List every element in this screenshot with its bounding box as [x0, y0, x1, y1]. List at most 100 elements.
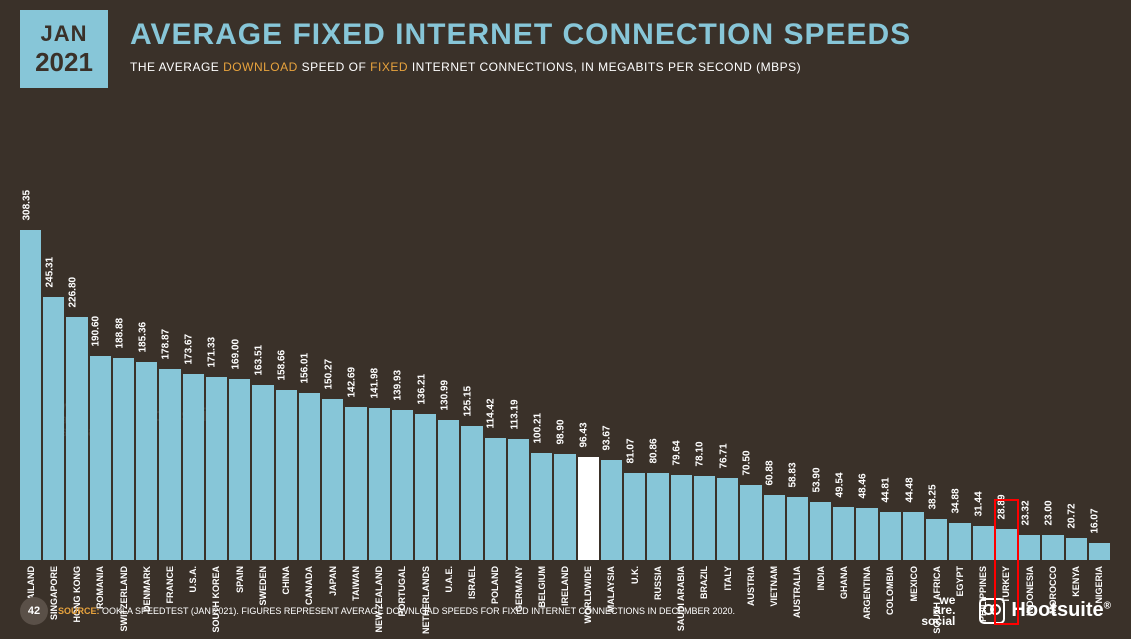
bar-col: 173.67U.S.A. — [183, 374, 204, 560]
bar-col: 16.07NIGERIA — [1089, 543, 1110, 560]
bar: 100.21 — [531, 453, 552, 560]
bar-label: JAPAN — [328, 560, 338, 596]
bar-value: 16.07 — [1090, 508, 1101, 533]
bar-col: 156.01CANADA — [299, 393, 320, 560]
bar-col: 113.19GERMANY — [508, 439, 529, 560]
bar-col: 141.98NEW ZEALAND — [369, 408, 390, 560]
bar-value: 139.93 — [393, 370, 404, 401]
bar: 114.42 — [485, 438, 506, 560]
date-badge: JAN 2021 — [20, 10, 108, 88]
bar: 130.99 — [438, 420, 459, 560]
bar: 76.71 — [717, 478, 738, 560]
source-body: OOKLA SPEEDTEST (JAN 2021). FIGURES REPR… — [100, 606, 735, 616]
bar: 173.67 — [183, 374, 204, 560]
bar-value: 173.67 — [184, 334, 195, 365]
bar-col: 79.64SAUDI ARABIA — [671, 475, 692, 560]
header: AVERAGE FIXED INTERNET CONNECTION SPEEDS… — [130, 18, 911, 74]
bar-value: 34.88 — [950, 488, 961, 513]
bar: 44.48 — [903, 512, 924, 560]
bar: 31.44 — [973, 526, 994, 560]
page-title: AVERAGE FIXED INTERNET CONNECTION SPEEDS — [130, 18, 911, 52]
bar-label: U.K. — [630, 560, 640, 584]
bar-col: 150.27JAPAN — [322, 399, 343, 560]
bar: 49.54 — [833, 507, 854, 560]
bar: 169.00 — [229, 379, 250, 560]
bar: 58.83 — [787, 497, 808, 560]
bar-value: 60.88 — [765, 460, 776, 485]
registered-mark: ® — [1104, 601, 1111, 612]
bar-col: 31.44PHILIPPINES — [973, 526, 994, 560]
bar-col: 28.89TURKEY — [996, 529, 1017, 560]
bar-col: 49.54GHANA — [833, 507, 854, 560]
bar: 156.01 — [299, 393, 320, 560]
bar-value: 136.21 — [416, 374, 427, 405]
bar: 93.67 — [601, 460, 622, 560]
bar-col: 245.31SINGAPORE — [43, 297, 64, 560]
bar: 308.35 — [20, 230, 41, 560]
bar-value: 100.21 — [532, 413, 543, 444]
bar-value: 53.90 — [811, 468, 822, 493]
bar-value: 31.44 — [974, 492, 985, 517]
bar-col: 226.80HONG KONG — [66, 317, 87, 560]
page-subtitle: THE AVERAGE DOWNLOAD SPEED OF FIXED INTE… — [130, 60, 911, 74]
bar-value: 96.43 — [579, 422, 590, 447]
bar-value: 156.01 — [300, 353, 311, 384]
bar: 34.88 — [949, 523, 970, 560]
bar-col: 53.90INDIA — [810, 502, 831, 560]
bar: 78.10 — [694, 476, 715, 560]
bar-label: INDIA — [816, 560, 826, 591]
bar-value: 23.00 — [1043, 501, 1054, 526]
bar-col: 130.99U.A.E. — [438, 420, 459, 560]
wearesocial-logo: we are. social — [921, 595, 955, 627]
date-month: JAN — [40, 21, 87, 47]
bar-value: 80.86 — [648, 439, 659, 464]
hootsuite-text: Hootsuite® — [1011, 599, 1111, 622]
footer: 42 SOURCE: OOKLA SPEEDTEST (JAN 2021). F… — [20, 595, 1111, 627]
hootsuite-logo: Hootsuite® — [979, 598, 1111, 624]
bar-value: 114.42 — [486, 398, 497, 428]
bar-col: 139.93PORTUGAL — [392, 410, 413, 560]
bar-col: 44.81COLOMBIA — [880, 512, 901, 560]
bar-value: 58.83 — [788, 463, 799, 488]
bar-value: 20.72 — [1067, 503, 1078, 528]
bar: 81.07 — [624, 473, 645, 560]
bar-col: 188.88SWITZERLAND — [113, 358, 134, 560]
bar-col: 190.60ROMANIA — [90, 356, 111, 560]
bar-label: U.S.A. — [188, 560, 198, 593]
bar-label: CHINA — [281, 560, 291, 595]
bar-col: 125.15ISRAEL — [461, 426, 482, 560]
bar-col: 142.69TAIWAN — [345, 407, 366, 560]
bar: 44.81 — [880, 512, 901, 560]
bar-col: 20.72KENYA — [1066, 538, 1087, 560]
bar-col: 76.71ITALY — [717, 478, 738, 560]
bar-col: 308.35THAILAND — [20, 230, 41, 560]
bar: 70.50 — [740, 485, 761, 560]
bar-value: 81.07 — [625, 439, 636, 464]
bar-value: 226.80 — [68, 277, 79, 308]
bar-value: 44.81 — [881, 478, 892, 503]
bar-col: 78.10BRAZIL — [694, 476, 715, 560]
bar-value: 141.98 — [370, 368, 381, 399]
bar-value: 48.46 — [858, 474, 869, 499]
footer-logos: we are. social Hootsuite® — [921, 595, 1111, 627]
bar: 53.90 — [810, 502, 831, 560]
bar-label: ISRAEL — [467, 560, 477, 599]
bar-value: 78.10 — [695, 442, 706, 467]
bar-col: 185.36DENMARK — [136, 362, 157, 560]
date-year: 2021 — [35, 47, 93, 78]
bar-label: KENYA — [1071, 560, 1081, 597]
bar-value: 93.67 — [602, 425, 613, 450]
bar-col: 98.90IRELAND — [554, 454, 575, 560]
subtitle-part: INTERNET CONNECTIONS, IN MEGABITS PER SE… — [408, 60, 801, 74]
bar: 178.87 — [159, 369, 180, 560]
bar: 16.07 — [1089, 543, 1110, 560]
hootsuite-word: Hootsuite — [1011, 599, 1103, 621]
bar-col: 23.32INDONESIA — [1019, 535, 1040, 560]
bar: 163.51 — [252, 385, 273, 560]
bar: 80.86 — [647, 473, 668, 560]
bar-col: 178.87FRANCE — [159, 369, 180, 560]
bar-label: GHANA — [839, 560, 849, 599]
source-text: SOURCE: OOKLA SPEEDTEST (JAN 2021). FIGU… — [58, 606, 921, 616]
bar: 23.32 — [1019, 535, 1040, 560]
bar-label: EGYPT — [955, 560, 965, 597]
